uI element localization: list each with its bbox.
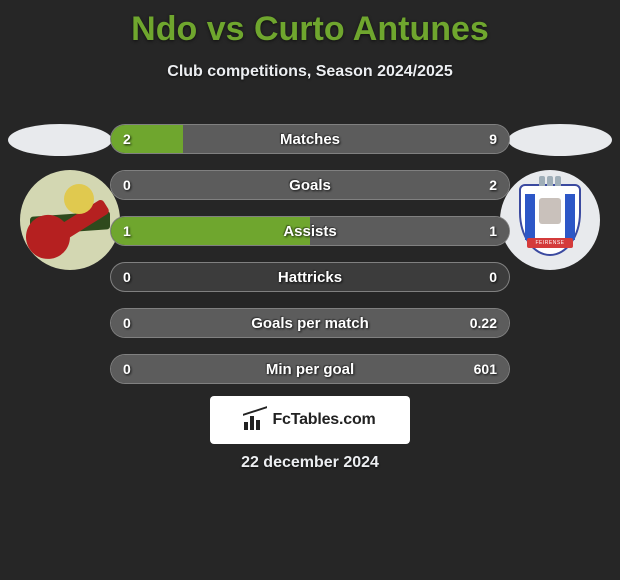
player-oval-right <box>508 124 612 156</box>
branding-chart-icon <box>244 410 266 430</box>
stat-label: Goals per match <box>111 309 509 337</box>
stat-label: Min per goal <box>111 355 509 383</box>
stat-label: Goals <box>111 171 509 199</box>
stat-row: 00.22Goals per match <box>110 308 510 338</box>
branding-text: FcTables.com <box>272 411 375 429</box>
stat-label: Matches <box>111 125 509 153</box>
player-oval-left <box>8 124 112 156</box>
page-title: Ndo vs Curto Antunes <box>0 0 620 49</box>
stat-label: Assists <box>111 217 509 245</box>
stat-row: 02Goals <box>110 170 510 200</box>
footer-date: 22 december 2024 <box>0 454 620 472</box>
stat-row: 00Hattricks <box>110 262 510 292</box>
club-logo-left <box>20 170 120 270</box>
stat-label: Hattricks <box>111 263 509 291</box>
stat-row: 11Assists <box>110 216 510 246</box>
stat-row: 0601Min per goal <box>110 354 510 384</box>
subtitle: Club competitions, Season 2024/2025 <box>0 63 620 81</box>
branding-badge: FcTables.com <box>210 396 410 444</box>
stats-list: 29Matches 02Goals 11Assists 00Hattricks 00.2… <box>110 124 510 400</box>
club-logo-right: FEIRENSE <box>500 170 600 270</box>
stat-row: 29Matches <box>110 124 510 154</box>
